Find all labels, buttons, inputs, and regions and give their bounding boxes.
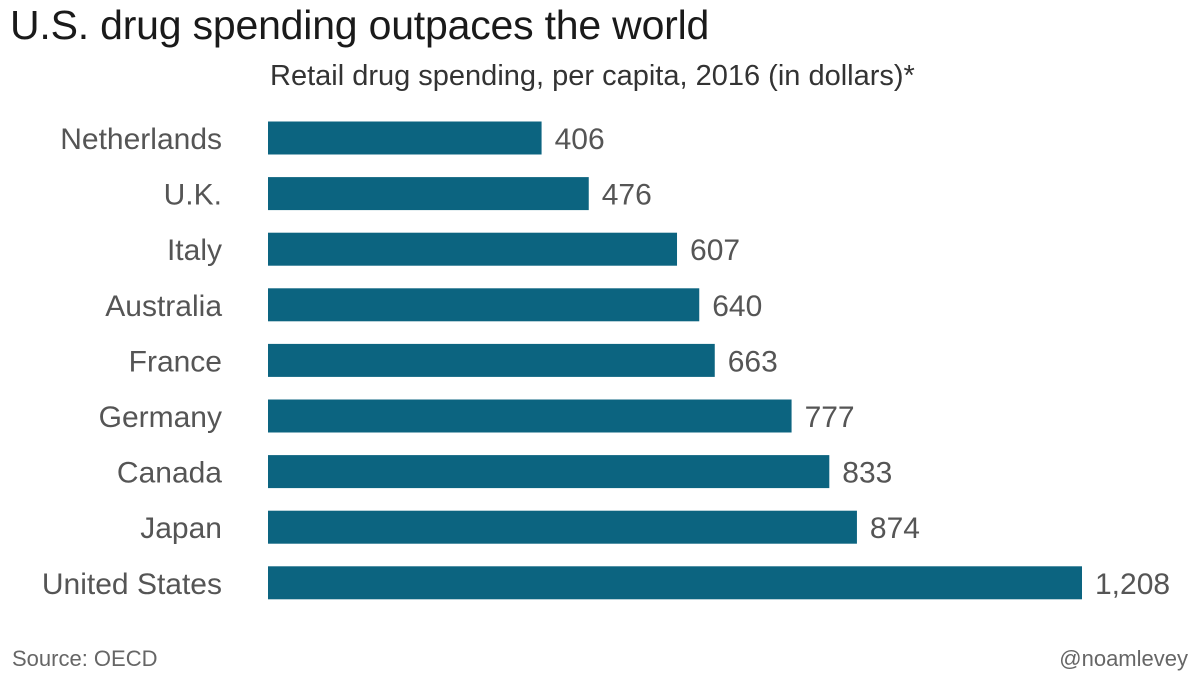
category-label-germany: Germany xyxy=(99,401,222,434)
author-credit: @noamlevey xyxy=(1059,646,1188,671)
bar-italy xyxy=(268,232,678,266)
bar-canada xyxy=(268,455,830,489)
value-label-australia: 640 xyxy=(712,290,762,323)
value-label-canada: 833 xyxy=(842,457,892,490)
bar-u-k xyxy=(268,177,589,211)
bar-japan xyxy=(268,510,857,544)
category-label-australia: Australia xyxy=(105,290,222,323)
bar-netherlands xyxy=(268,121,542,155)
category-label-france: France xyxy=(129,345,222,378)
category-label-japan: Japan xyxy=(140,512,222,545)
category-label-netherlands: Netherlands xyxy=(60,123,222,156)
category-label-italy: Italy xyxy=(167,234,222,267)
value-label-france: 663 xyxy=(728,345,778,378)
value-label-united-states: 1,208 xyxy=(1095,568,1170,601)
bar-germany xyxy=(268,399,792,433)
bar-australia xyxy=(268,288,700,322)
value-label-italy: 607 xyxy=(690,234,740,267)
value-label-germany: 777 xyxy=(805,401,855,434)
bar-united-states xyxy=(268,566,1082,600)
chart-title: U.S. drug spending outpaces the world xyxy=(10,2,710,48)
chart-subtitle: Retail drug spending, per capita, 2016 (… xyxy=(270,60,915,92)
source-note: Source: OECD xyxy=(12,646,158,671)
category-label-u-k: U.K. xyxy=(164,179,222,212)
category-label-united-states: United States xyxy=(42,568,222,601)
value-label-u-k: 476 xyxy=(602,179,652,212)
value-label-japan: 874 xyxy=(870,512,920,545)
category-label-canada: Canada xyxy=(117,457,222,490)
value-label-netherlands: 406 xyxy=(555,123,605,156)
bar-france xyxy=(268,343,715,377)
